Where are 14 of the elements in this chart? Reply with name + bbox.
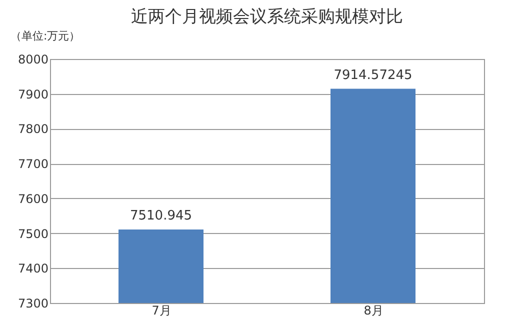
y-tick-label: 7300 xyxy=(18,296,48,310)
x-tick-label: 8月 xyxy=(364,304,384,318)
y-axis-title: （单位:万元） xyxy=(10,30,80,42)
y-tick-label: 7400 xyxy=(18,262,48,276)
y-tick-label: 7700 xyxy=(18,157,48,172)
data-label: 7510.945 xyxy=(130,208,192,224)
y-tick-label: 7500 xyxy=(18,226,48,241)
y-tick-label: 7900 xyxy=(18,87,48,102)
y-tick-label: 7800 xyxy=(18,122,48,136)
x-tick-label: 7月 xyxy=(152,304,172,318)
data-label: 7914.57245 xyxy=(334,68,412,83)
chart-title: 近两个月视频会议系统采购规模对比 xyxy=(131,7,403,27)
y-tick-label: 7600 xyxy=(18,192,48,206)
y-tick-label: 8000 xyxy=(18,52,48,66)
